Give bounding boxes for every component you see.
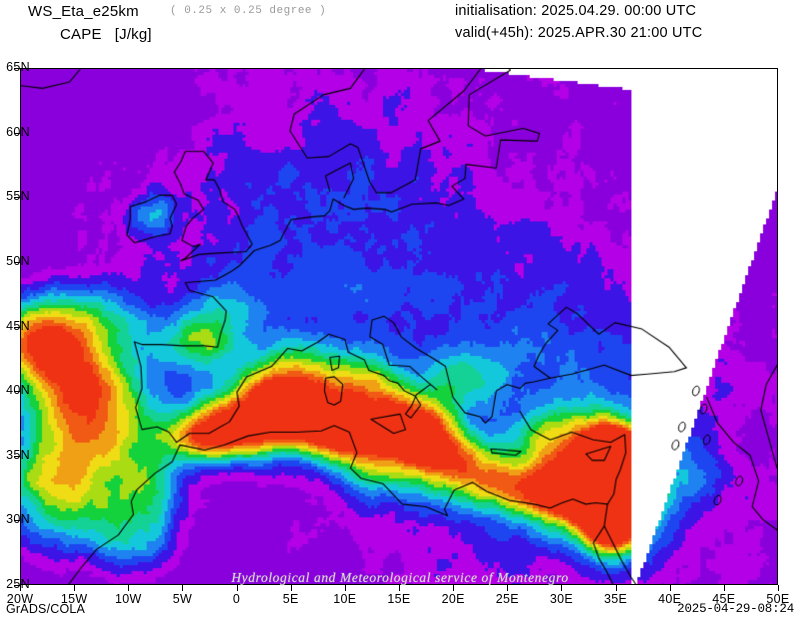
y-axis-label: 45N	[6, 318, 30, 333]
watermark-text: Hydrological and Meteorological service …	[231, 570, 569, 585]
x-axis-tick	[20, 585, 21, 591]
x-axis-tick	[778, 585, 779, 591]
y-axis-label: 60N	[6, 124, 30, 139]
run-timestamp-label: 2025-04-29-08:24	[677, 602, 794, 616]
y-axis-label: 30N	[6, 512, 30, 527]
y-axis-label: 40N	[6, 383, 30, 398]
y-axis-label: 55N	[6, 189, 30, 204]
x-axis-label: 35E	[603, 592, 628, 606]
y-axis-label: 65N	[6, 60, 30, 74]
x-axis-tick	[399, 585, 400, 591]
x-axis-tick	[669, 585, 671, 591]
x-axis-label: 10W	[114, 592, 142, 606]
y-axis-tick	[14, 326, 20, 328]
x-axis-tick	[290, 585, 292, 591]
x-axis-label: 10E	[333, 592, 357, 606]
x-axis-label: 45E	[712, 592, 736, 606]
y-axis-label: 35N	[6, 447, 30, 462]
x-axis-tick	[182, 585, 184, 591]
x-axis-tick	[344, 585, 346, 591]
y-axis-tick	[14, 391, 20, 393]
x-axis-tick	[453, 585, 455, 591]
y-axis-tick	[14, 261, 20, 263]
valid-time-label: valid(+45h): 2025.APR.30 21:00 UTC	[455, 25, 703, 41]
chart-header: WS_Eta_e25km ( 0.25 x 0.25 degree ) CAPE…	[0, 0, 800, 60]
x-axis-label: 15W	[60, 592, 88, 606]
grads-credit-label: GrADS/COLA	[6, 602, 86, 616]
x-axis-tick	[615, 585, 617, 591]
x-axis-tick	[507, 585, 509, 591]
y-axis-label: 25N	[6, 577, 30, 591]
y-axis-tick	[14, 68, 20, 69]
x-axis-label: 20E	[441, 592, 465, 606]
y-axis-tick	[14, 132, 20, 134]
x-axis-tick	[236, 585, 238, 591]
x-axis-tick	[74, 585, 76, 591]
x-axis-label: 20W	[6, 592, 34, 606]
cape-heatmap-canvas	[21, 69, 777, 584]
x-axis-label: 25E	[495, 592, 519, 606]
map-plot-area	[20, 68, 778, 585]
variable-name-label: CAPE [J/kg]	[60, 26, 152, 43]
x-axis-label: 5E	[282, 592, 299, 606]
x-axis-tick	[128, 585, 130, 591]
model-resolution-label: ( 0.25 x 0.25 degree )	[170, 5, 327, 17]
x-axis-tick	[561, 585, 563, 591]
x-axis-label: 0	[232, 592, 241, 606]
x-axis-label: 5W	[172, 592, 193, 606]
y-axis-tick	[14, 455, 20, 457]
y-axis-label: 50N	[6, 253, 30, 268]
x-axis-tick	[723, 585, 725, 591]
x-axis-label: 50E	[766, 592, 790, 606]
model-name-label: WS_Eta_e25km	[28, 3, 139, 20]
initialisation-time-label: initialisation: 2025.04.29. 00:00 UTC	[455, 3, 697, 19]
x-axis-label: 30E	[549, 592, 573, 606]
y-axis-tick	[14, 585, 20, 586]
x-axis-label: 15E	[387, 592, 411, 606]
y-axis-tick	[14, 520, 20, 522]
x-axis-label: 40E	[658, 592, 682, 606]
y-axis-tick	[14, 197, 20, 199]
